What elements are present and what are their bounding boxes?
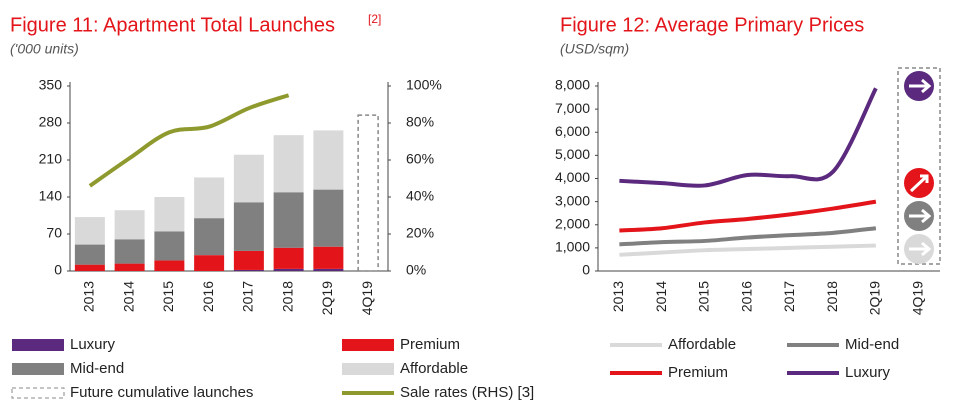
y-tick-label: 5,000 — [555, 146, 590, 162]
y-tick-label: 2,000 — [555, 215, 590, 231]
forecast-icons — [904, 71, 934, 264]
x-tick-label: 2013 — [610, 281, 626, 312]
y-tick-label: 70 — [46, 225, 62, 241]
legend-label: Premium — [668, 364, 728, 381]
x-tick-label: 2013 — [81, 281, 97, 312]
x-tick-label: 4Q19 — [359, 281, 375, 315]
x-tick-label: 2017 — [781, 281, 797, 312]
bar — [273, 192, 304, 248]
x-tick-label: 2016 — [200, 281, 216, 312]
bar — [74, 217, 105, 245]
bar — [313, 189, 344, 247]
line — [619, 226, 877, 247]
x-tick-label: 2015 — [696, 281, 712, 312]
y-tick-label: 280 — [39, 114, 63, 130]
legend-label: Affordable — [668, 336, 736, 353]
y-tick-label: 210 — [39, 151, 63, 167]
legend-label: Future cumulative launches — [70, 384, 253, 401]
x-tick-label: 2015 — [160, 281, 176, 312]
bar — [273, 247, 304, 269]
y-tick-label: 0 — [582, 262, 590, 278]
x-tick-label: 2014 — [120, 281, 136, 312]
y-tick-label: 0 — [54, 262, 62, 278]
y-tick-label: 3,000 — [555, 192, 590, 208]
y-tick-label: 140 — [39, 188, 63, 204]
y-tick-label: 8,000 — [555, 77, 590, 93]
y2-tick-label: 60% — [406, 151, 434, 167]
y-tick-label: 4,000 — [555, 169, 590, 185]
y2-tick-label: 100% — [406, 77, 442, 93]
y-tick-label: 6,000 — [555, 123, 590, 139]
bar — [273, 135, 304, 193]
y2-tick-label: 40% — [406, 188, 434, 204]
x-tick-label: 2014 — [653, 281, 669, 312]
x-tick-label: 2016 — [738, 281, 754, 312]
legend-swatch — [11, 387, 65, 399]
bar — [194, 177, 225, 219]
legend-swatch — [12, 363, 64, 375]
y-tick-label: 1,000 — [555, 239, 590, 255]
y2-tick-label: 0% — [406, 262, 426, 278]
legend-swatch — [12, 339, 64, 351]
legend-label: Premium — [400, 336, 460, 353]
legend-label: Affordable — [400, 360, 468, 377]
bar — [313, 130, 344, 190]
bar — [114, 239, 145, 264]
x-tick-label: 2018 — [279, 281, 295, 312]
x-tick-label: 2017 — [240, 281, 256, 312]
y2-tick-label: 20% — [406, 225, 434, 241]
legend-label: Sale rates (RHS) [3] — [400, 384, 534, 401]
bar — [114, 210, 145, 240]
y2-tick-label: 80% — [406, 114, 434, 130]
legend-label: Luxury — [845, 364, 891, 381]
legend-label: Mid-end — [70, 360, 124, 377]
chart-title: Figure 12: Average Primary Prices — [560, 14, 864, 36]
bar — [273, 268, 304, 271]
legend-swatch — [342, 339, 394, 351]
line — [88, 93, 290, 188]
chart-subtitle: (USD/sqm) — [560, 41, 629, 57]
bar — [114, 263, 145, 271]
bar — [154, 260, 185, 271]
x-tick-label: 2Q19 — [319, 281, 335, 315]
bar — [313, 268, 344, 271]
bar — [154, 231, 185, 261]
x-tick-label: 2Q19 — [867, 281, 883, 315]
bar — [233, 154, 264, 203]
bar — [357, 114, 379, 272]
bar — [313, 246, 344, 269]
title-note: [2] — [368, 12, 381, 26]
legend-label: Luxury — [70, 336, 116, 353]
legend-label: Mid-end — [845, 336, 899, 353]
chart-title: Figure 11: Apartment Total Launches — [10, 14, 335, 36]
bar — [194, 255, 225, 271]
x-tick-label: 2018 — [824, 281, 840, 312]
line — [619, 199, 877, 233]
bar — [194, 218, 225, 256]
bar — [154, 197, 185, 232]
line — [619, 87, 878, 188]
y-tick-label: 7,000 — [555, 100, 590, 116]
bar — [74, 264, 105, 271]
legend-swatch — [342, 363, 394, 375]
line — [619, 243, 876, 257]
bar — [74, 244, 105, 265]
chart-subtitle: ('000 units) — [10, 41, 79, 57]
bar — [233, 269, 264, 271]
y-tick-label: 350 — [39, 77, 63, 93]
bar — [233, 250, 264, 270]
bar — [233, 202, 264, 251]
x-tick-label: 4Q19 — [909, 281, 925, 315]
